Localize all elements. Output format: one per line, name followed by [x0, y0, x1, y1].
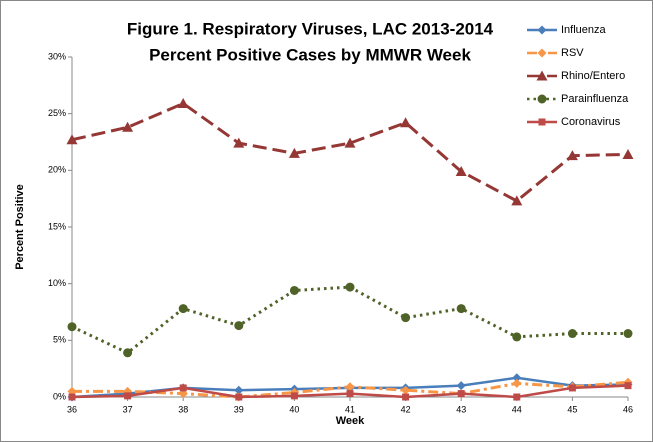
data-point [345, 282, 355, 292]
data-point [290, 392, 298, 400]
y-tick-label: 30% [48, 51, 66, 61]
legend-label: Coronavirus [561, 116, 621, 128]
legend-marker [538, 118, 546, 126]
data-point [567, 329, 577, 339]
x-tick-label: 45 [567, 404, 577, 414]
data-point [566, 150, 578, 161]
legend-marker [537, 48, 547, 58]
y-tick-label: 15% [48, 221, 66, 231]
data-point [346, 390, 354, 398]
legend-label: Parainfluenza [561, 93, 629, 105]
data-point [624, 382, 632, 390]
data-point [178, 304, 188, 314]
x-tick-label: 46 [623, 404, 633, 414]
data-point [456, 381, 466, 391]
data-point [234, 321, 244, 331]
data-point [124, 392, 132, 400]
data-point [511, 195, 523, 206]
legend-marker [537, 94, 547, 104]
x-tick-label: 40 [289, 404, 299, 414]
data-point [622, 148, 634, 159]
legend-label: RSV [561, 47, 584, 59]
y-tick-label: 25% [48, 108, 66, 118]
data-point [623, 329, 633, 339]
data-point [68, 393, 76, 401]
data-point [179, 384, 187, 392]
data-point [234, 385, 244, 395]
data-point [288, 147, 300, 158]
data-point [512, 373, 522, 383]
data-point [344, 137, 356, 148]
y-tick-label: 5% [53, 335, 66, 345]
data-point [400, 117, 412, 128]
x-tick-label: 42 [401, 404, 411, 414]
y-tick-label: 10% [48, 278, 66, 288]
data-point [122, 121, 134, 132]
x-axis-title: Week [336, 415, 365, 427]
legend-label: Influenza [561, 24, 607, 36]
data-point [401, 313, 411, 323]
x-tick-label: 41 [345, 404, 355, 414]
y-tick-label: 0% [53, 391, 66, 401]
x-tick-label: 39 [234, 404, 244, 414]
y-tick-label: 20% [48, 165, 66, 175]
data-point [402, 393, 410, 401]
legend-marker [537, 25, 547, 35]
x-tick-label: 38 [178, 404, 188, 414]
data-point [568, 384, 576, 392]
x-tick-label: 44 [512, 404, 522, 414]
data-point [233, 137, 245, 148]
x-tick-label: 36 [67, 404, 77, 414]
chart-title: Percent Positive Cases by MMWR Week [149, 45, 471, 64]
data-point [67, 322, 77, 332]
data-point [66, 134, 78, 145]
data-point [123, 348, 133, 358]
x-tick-label: 43 [456, 404, 466, 414]
data-point [457, 390, 465, 398]
data-point [513, 393, 521, 401]
data-point [456, 304, 466, 314]
data-point [235, 393, 243, 401]
x-tick-label: 37 [123, 404, 133, 414]
data-point [512, 332, 522, 342]
data-point [455, 165, 467, 176]
y-axis-title: Percent Positive [14, 184, 26, 270]
data-point [401, 385, 411, 395]
data-point [512, 378, 522, 388]
legend-label: Rhino/Entero [561, 70, 625, 82]
data-point [177, 97, 189, 108]
data-point [289, 285, 299, 295]
legend-marker [536, 70, 548, 81]
chart-title: Figure 1. Respiratory Viruses, LAC 2013-… [127, 19, 494, 38]
data-point [345, 382, 355, 392]
